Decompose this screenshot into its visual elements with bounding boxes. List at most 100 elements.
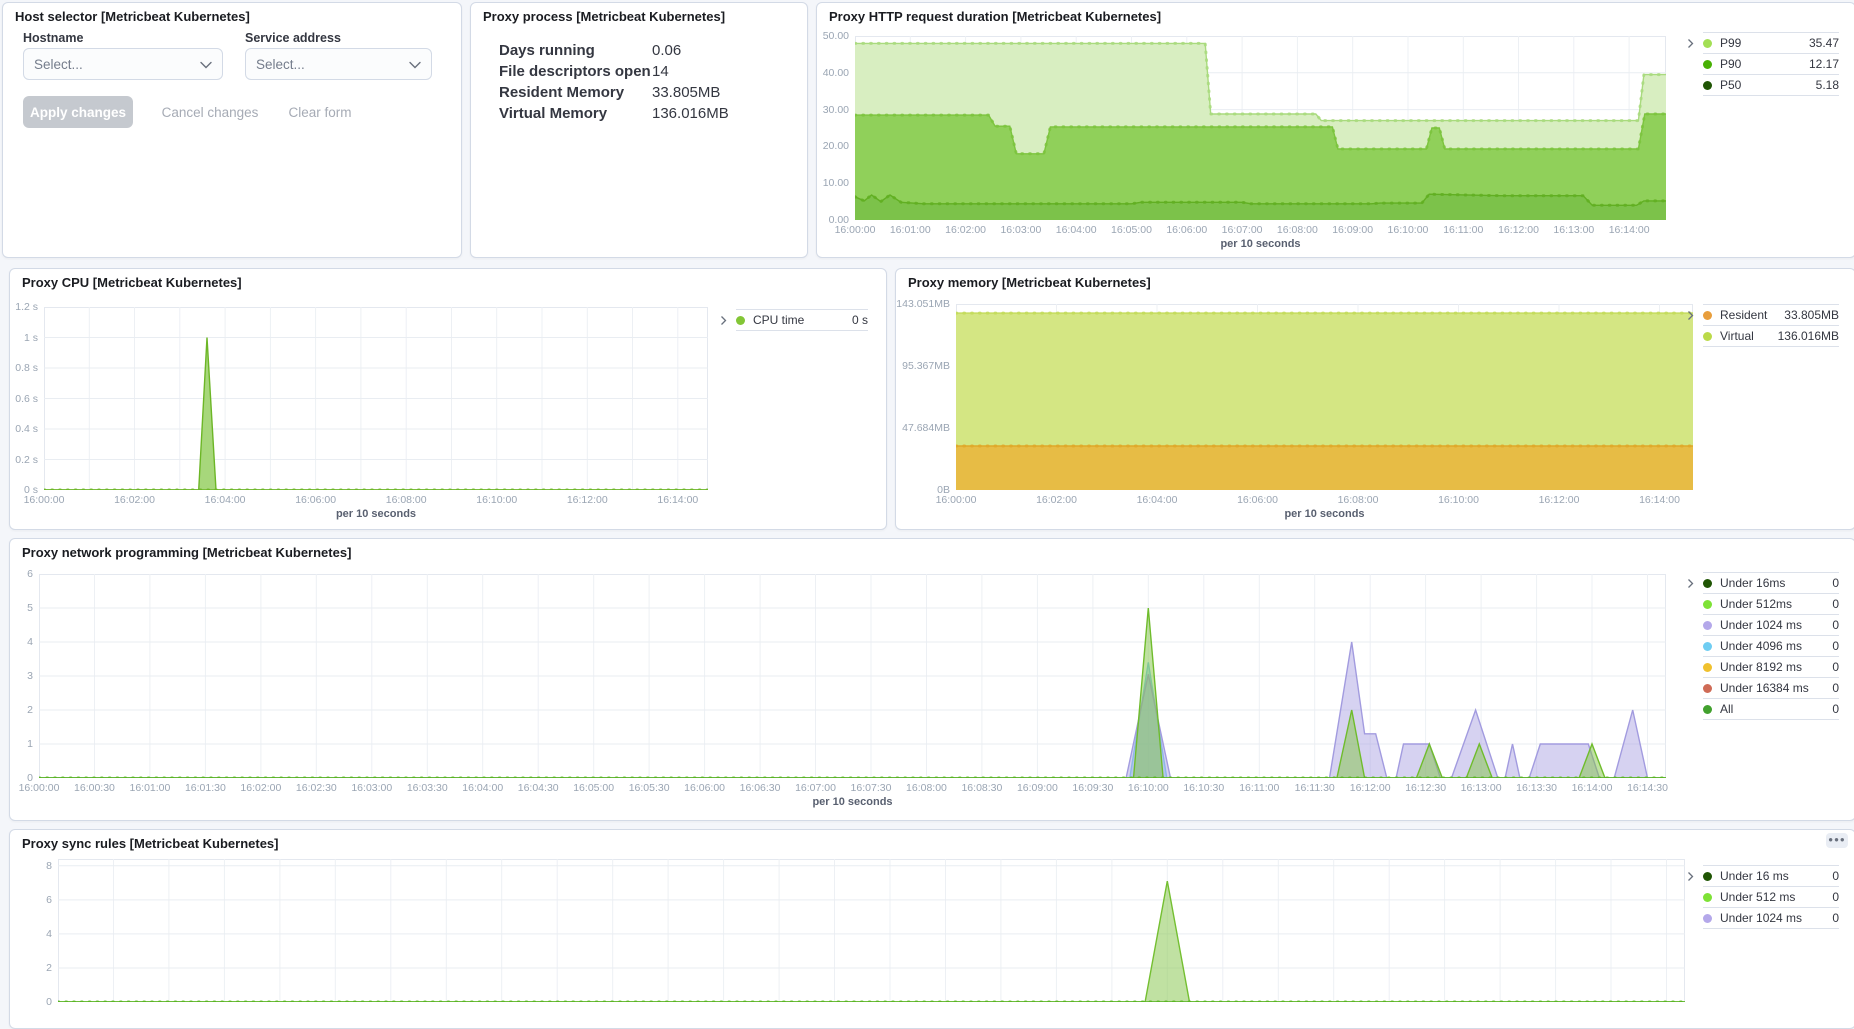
y-axis-tick-label: 4 [46, 927, 52, 940]
legend-toggle-icon[interactable] [1685, 576, 1696, 594]
legend-item[interactable]: Under 1024 ms 0 [1703, 615, 1839, 636]
hostname-select[interactable]: Select... [23, 48, 223, 80]
legend-toggle-icon[interactable] [718, 313, 729, 331]
apply-changes-button[interactable]: Apply changes [23, 96, 133, 128]
legend-item[interactable]: P99 35.47 [1703, 32, 1839, 54]
x-axis-tick-label: 16:11:30 [1294, 782, 1335, 794]
legend: Under 16ms 0 Under 512ms 0 Under 1024 ms 0 Und… [1703, 572, 1839, 720]
legend-toggle-icon[interactable] [1685, 308, 1696, 326]
service-address-select[interactable]: Select... [245, 48, 432, 80]
legend-item[interactable]: Under 4096 ms 0 [1703, 636, 1839, 657]
y-axis-tick-label: 0.2 s [15, 453, 38, 466]
metric-row: Virtual Memory 136.016MB [499, 105, 799, 123]
legend-item[interactable]: CPU time 0 s [736, 309, 868, 331]
chevron-down-icon [409, 57, 421, 72]
metric-value: 14 [652, 63, 669, 80]
legend-label: Under 512 ms [1720, 890, 1796, 904]
metric-label: Virtual Memory [499, 105, 608, 122]
panel-proxy-memory: Proxy memory [Metricbeat Kubernetes] 143… [895, 268, 1854, 530]
http_duration-plot-area[interactable] [855, 36, 1666, 220]
legend-value: 35.47 [1808, 36, 1839, 50]
x-axis-tick-label: 16:08:00 [1337, 494, 1379, 506]
x-axis-tick-label: 16:08:00 [1276, 224, 1318, 236]
x-axis-tick-label: 16:02:00 [114, 494, 155, 506]
series-color-dot [1703, 578, 1712, 588]
y-axis-tick-label: 6 [27, 568, 33, 580]
x-axis-tick-label: 16:09:00 [1016, 782, 1058, 794]
series-color-dot [1703, 80, 1712, 90]
series-color-dot [1703, 310, 1712, 320]
metric-label: Resident Memory [499, 84, 625, 101]
legend-item[interactable]: Under 16ms 0 [1703, 572, 1839, 594]
legend-toggle-icon[interactable] [1685, 869, 1696, 887]
y-axis-tick-label: 4 [27, 636, 33, 648]
y-axis-tick-label: 20.00 [822, 140, 849, 153]
legend-item[interactable]: Under 512ms 0 [1703, 594, 1839, 615]
legend-label: Under 4096 ms [1720, 639, 1803, 653]
legend: P99 35.47 P90 12.17 P50 5.18 [1703, 32, 1839, 96]
cancel-changes-button[interactable]: Cancel changes [149, 96, 271, 128]
x-axis-tick-label: 16:05:30 [628, 782, 670, 794]
legend-item[interactable]: Virtual 136.016MB [1703, 326, 1839, 347]
legend: CPU time 0 s [736, 309, 868, 331]
x-axis-tick-label: 16:04:00 [204, 494, 246, 506]
metric-value: 33.805MB [652, 84, 721, 101]
x-axis-tick-label: 16:03:30 [406, 782, 448, 794]
y-axis-tick-label: 10.00 [822, 177, 849, 190]
x-axis-tick-label: 16:00:00 [23, 494, 65, 506]
x-axis-tick-label: 16:00:00 [18, 782, 60, 794]
y-axis-tick-label: 0.6 s [15, 392, 38, 405]
y-axis-tick-label: 0 [27, 772, 33, 784]
hostname-select-placeholder: Select... [34, 56, 83, 72]
y-axis-tick-label: 2 [46, 961, 52, 974]
x-axis-tick-label: 16:00:00 [935, 494, 977, 506]
y-axis-tick-label: 0B [937, 484, 950, 496]
legend-item[interactable]: Under 16 ms 0 [1703, 865, 1839, 887]
legend-item[interactable]: Under 8192 ms 0 [1703, 657, 1839, 678]
panel-options-icon[interactable]: ●●● [1826, 833, 1848, 848]
series-color-dot [1703, 620, 1712, 630]
series-color-dot [1703, 59, 1712, 69]
x-axis-tick-label: 16:14:00 [657, 494, 699, 506]
y-axis-tick-label: 0.4 s [15, 423, 38, 435]
metric-value: 0.06 [652, 42, 682, 59]
legend-value: 0 [1832, 702, 1839, 716]
legend-value: 5.18 [1815, 78, 1839, 92]
legend-item[interactable]: All 0 [1703, 699, 1839, 720]
legend-label: Under 16384 ms [1720, 681, 1809, 695]
legend-label: Virtual [1720, 329, 1754, 343]
x-axis-tick-label: 16:04:00 [1055, 224, 1097, 236]
x-axis-tick-label: 16:10:00 [476, 494, 518, 506]
x-axis-tick-label: 16:03:00 [351, 782, 393, 794]
legend-item[interactable]: Resident 33.805MB [1703, 304, 1839, 326]
y-axis-tick-label: 2 [27, 704, 33, 716]
legend-item[interactable]: Under 1024 ms 0 [1703, 908, 1839, 929]
legend-item[interactable]: Under 512 ms 0 [1703, 887, 1839, 908]
network_programming-plot-area[interactable] [39, 574, 1666, 778]
x-axis-title: per 10 seconds [812, 796, 893, 808]
x-axis-tick-label: 16:02:30 [295, 782, 337, 794]
y-axis-tick-label: 47.684MB [902, 421, 950, 434]
legend-item[interactable]: Under 16384 ms 0 [1703, 678, 1839, 699]
hostname-label: Hostname [23, 31, 84, 45]
panel-title: Proxy CPU [Metricbeat Kubernetes] [22, 275, 242, 290]
panel-title: Proxy process [Metricbeat Kubernetes] [483, 9, 726, 24]
x-axis-tick-label: 16:03:00 [1000, 224, 1042, 236]
x-axis-tick-label: 16:00:30 [74, 782, 115, 794]
y-axis-tick-label: 40.00 [822, 66, 849, 79]
y-axis-tick-label: 50.00 [822, 30, 849, 42]
legend-item[interactable]: P90 12.17 [1703, 54, 1839, 75]
legend-toggle-icon[interactable] [1685, 36, 1696, 54]
x-axis-tick-label: 16:10:00 [1127, 782, 1169, 794]
clear-form-button[interactable]: Clear form [277, 96, 363, 128]
proxy_memory-plot-area[interactable] [956, 304, 1693, 490]
sync_rules-plot-area[interactable] [58, 859, 1685, 1002]
legend-item[interactable]: P50 5.18 [1703, 75, 1839, 96]
legend-value: 33.805MB [1784, 308, 1839, 322]
x-axis-tick-label: 16:01:00 [889, 224, 931, 236]
x-axis-tick-label: 16:01:00 [129, 782, 171, 794]
panel-title: Proxy sync rules [Metricbeat Kubernetes] [22, 836, 279, 851]
legend-value: 136.016MB [1777, 329, 1839, 343]
proxy_cpu-plot-area[interactable] [44, 307, 708, 490]
legend-label: P90 [1720, 57, 1742, 71]
